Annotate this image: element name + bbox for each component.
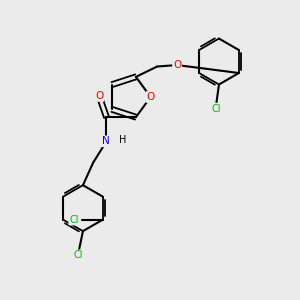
Text: O: O bbox=[95, 91, 103, 101]
Text: Cl: Cl bbox=[74, 250, 83, 260]
Text: O: O bbox=[146, 92, 155, 102]
Text: H: H bbox=[119, 135, 126, 145]
Text: O: O bbox=[173, 60, 181, 70]
Text: Cl: Cl bbox=[211, 103, 221, 114]
Text: N: N bbox=[102, 136, 110, 146]
Text: Cl: Cl bbox=[69, 214, 79, 225]
